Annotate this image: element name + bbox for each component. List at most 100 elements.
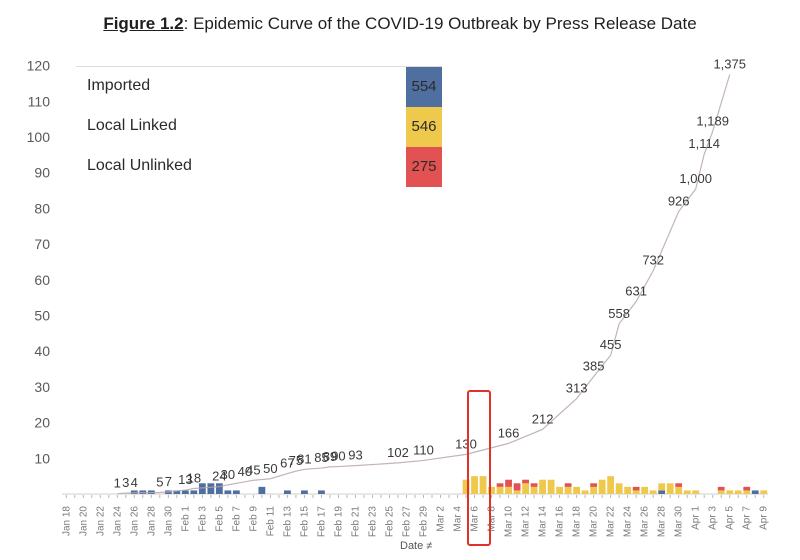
x-tick-mark — [133, 495, 135, 498]
x-tick-mark — [763, 495, 765, 498]
x-tick-label: Feb 19 — [333, 506, 344, 538]
x-tick-mark — [448, 495, 450, 498]
cumulative-label: 1,000 — [679, 171, 712, 186]
x-tick-mark — [737, 495, 739, 498]
x-tick-label: Mar 8 — [487, 506, 498, 532]
bar-local-linked — [743, 490, 751, 494]
x-tick-mark — [167, 495, 169, 498]
cumulative-label: 81 — [297, 451, 311, 466]
cumulative-label: 732 — [642, 253, 664, 268]
cumulative-label: 4 — [131, 475, 138, 490]
x-tick-label: Feb 21 — [350, 506, 361, 538]
cumulative-label: 455 — [600, 337, 622, 352]
legend-row-local-unlinked: Local Unlinked 275 — [76, 147, 442, 187]
x-tick-label: Apr 3 — [708, 506, 719, 530]
x-tick-mark — [431, 495, 433, 498]
cumulative-label: 102 — [387, 445, 409, 460]
x-tick-mark — [695, 495, 697, 498]
legend-label: Imported — [87, 77, 151, 94]
legend-row-imported: Imported 554 — [76, 67, 442, 107]
x-tick-label: Mar 14 — [538, 506, 549, 538]
bar-local-linked — [598, 479, 606, 494]
cumulative-label: 110 — [413, 442, 434, 457]
x-tick-mark — [184, 495, 186, 498]
cumulative-label: 24 — [212, 469, 226, 484]
x-tick-mark — [482, 495, 484, 498]
legend-value: 546 — [411, 118, 437, 135]
x-tick-label: Mar 18 — [572, 506, 583, 538]
y-tick-label: 30 — [34, 379, 50, 395]
x-tick-mark — [567, 495, 569, 498]
x-tick-label: Mar 20 — [589, 506, 600, 538]
figure-title: Figure 1.2: Epidemic Curve of the COVID-… — [0, 14, 800, 34]
bar-local-unlinked — [675, 483, 683, 487]
x-tick-mark — [227, 495, 229, 498]
x-tick-label: Jan 28 — [146, 506, 157, 536]
bar-local-linked — [649, 490, 657, 494]
x-tick-mark — [644, 495, 646, 498]
bar-local-linked — [615, 483, 623, 494]
bar-imported — [173, 490, 181, 494]
x-tick-mark — [65, 495, 67, 498]
x-tick-mark — [542, 495, 544, 498]
bar-imported — [301, 490, 308, 494]
x-tick-mark — [669, 495, 671, 498]
x-tick-mark — [295, 495, 297, 498]
x-tick-label: Jan 24 — [112, 506, 123, 536]
x-tick-mark — [576, 495, 578, 498]
x-tick-mark — [82, 495, 84, 498]
x-tick-mark — [720, 495, 722, 498]
x-tick-mark — [457, 495, 459, 498]
bar-local-linked — [675, 486, 683, 494]
bar-local-linked — [488, 486, 495, 494]
x-tick-mark — [286, 495, 288, 498]
x-tick-label: Feb 15 — [299, 506, 310, 538]
bar-local-unlinked — [530, 483, 538, 487]
cumulative-label: 89 — [323, 449, 337, 464]
x-tick-label: Apr 5 — [725, 506, 736, 530]
bar-local-linked — [530, 486, 538, 494]
bar-local-unlinked — [513, 483, 521, 491]
y-tick-label: 80 — [34, 200, 50, 216]
x-tick-label: Mar 16 — [555, 506, 566, 538]
x-tick-label: Mar 4 — [453, 506, 464, 532]
cumulative-label: 30 — [221, 467, 235, 482]
x-tick-label: Jan 20 — [78, 506, 89, 536]
bar-local-linked — [522, 483, 529, 494]
bar-imported — [318, 490, 325, 494]
cumulative-label: 67 — [280, 456, 294, 471]
legend: Imported 554 Local Linked 546 Local Unli… — [76, 66, 442, 189]
x-tick-mark — [363, 495, 365, 498]
bar-local-linked — [590, 486, 598, 494]
cumulative-label: 75 — [289, 453, 303, 468]
x-tick-label: Apr 1 — [691, 506, 702, 530]
x-tick-mark — [116, 495, 118, 498]
x-tick-label: Feb 7 — [231, 506, 242, 532]
x-tick-mark — [414, 495, 416, 498]
legend-swatch-imported: 554 — [406, 67, 442, 107]
bar-local-linked — [624, 486, 632, 494]
legend-row-local-linked: Local Linked 546 — [76, 107, 442, 147]
x-tick-label: Feb 3 — [197, 506, 208, 532]
x-tick-mark — [499, 495, 501, 498]
x-tick-label: Feb 5 — [214, 506, 225, 532]
x-tick-label: Jan 18 — [61, 506, 72, 536]
bar-local-linked — [607, 476, 615, 494]
x-tick-label: Mar 24 — [623, 506, 634, 538]
x-tick-mark — [210, 495, 212, 498]
x-tick-mark — [176, 495, 178, 498]
x-tick-mark — [491, 495, 493, 498]
x-tick-mark — [320, 495, 322, 498]
x-tick-mark — [278, 495, 280, 498]
cumulative-label: 5 — [156, 474, 163, 489]
x-tick-mark — [354, 495, 356, 498]
bar-imported — [224, 490, 232, 494]
cumulative-label: 558 — [608, 306, 630, 321]
bar-local-linked — [462, 479, 470, 494]
x-tick-label: Feb 1 — [180, 506, 191, 532]
bar-local-linked — [505, 486, 512, 494]
cumulative-label: 85 — [314, 450, 328, 465]
legend-label: Local Linked — [87, 117, 177, 134]
bar-local-linked — [726, 490, 734, 494]
y-tick-label: 120 — [27, 58, 51, 74]
